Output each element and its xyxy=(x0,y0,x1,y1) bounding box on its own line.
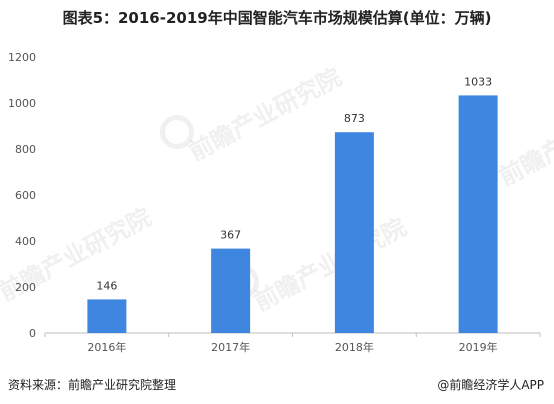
data-label: 873 xyxy=(344,112,365,125)
source-note: 资料来源：前瞻产业研究院整理 xyxy=(8,378,177,392)
y-tick-label: 400 xyxy=(15,235,36,248)
bar xyxy=(458,95,498,333)
x-tick-label: 2018年 xyxy=(335,340,374,354)
x-tick-label: 2017年 xyxy=(211,340,250,354)
y-tick-label: 600 xyxy=(15,189,36,202)
data-label: 146 xyxy=(96,279,117,292)
bar xyxy=(211,248,251,333)
y-tick-label: 800 xyxy=(15,143,36,156)
x-tick-label: 2016年 xyxy=(87,340,126,354)
chart-title: 图表5：2016-2019年中国智能汽车市场规模估算(单位：万辆) xyxy=(62,9,492,27)
bar xyxy=(87,299,127,333)
y-tick-label: 1200 xyxy=(8,51,36,64)
data-label: 1033 xyxy=(464,75,492,88)
y-tick-label: 0 xyxy=(29,327,36,340)
bar xyxy=(334,132,374,333)
data-label: 367 xyxy=(220,229,241,242)
x-tick-label: 2019年 xyxy=(459,340,498,354)
y-tick-label: 200 xyxy=(15,281,36,294)
y-tick-label: 1000 xyxy=(8,97,36,110)
bar-chart: 0 200 400 600 800 1000 1200 146 2016年 367 2017年 873… xyxy=(8,51,541,354)
credit-note: @前瞻经济学人APP xyxy=(437,378,544,392)
